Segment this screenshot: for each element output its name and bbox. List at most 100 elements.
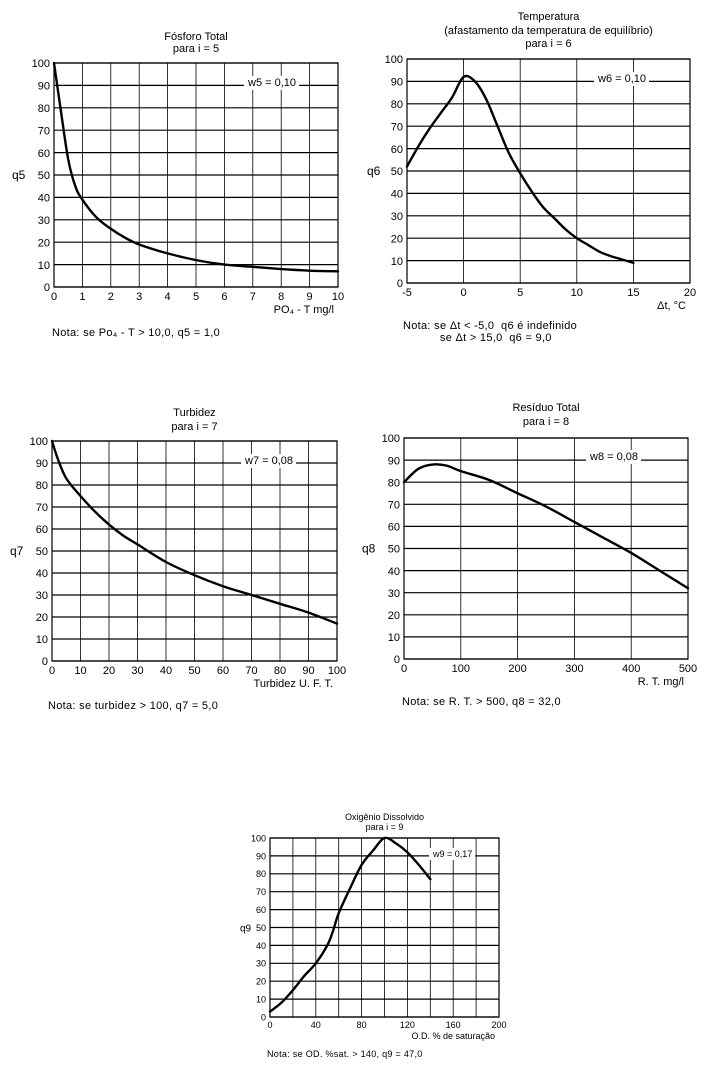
residuo-x-tick-label: 100	[452, 663, 470, 675]
turbidez-curve	[50, 439, 339, 625]
residuo-y-axis-label: q8	[362, 542, 376, 556]
fosforo-y-tick-label: 80	[38, 103, 50, 115]
fosforo-y-tick-label: 10	[38, 260, 50, 272]
residuo-y-tick-label: 0	[394, 654, 400, 666]
temperatura-x-tick-label: -5	[402, 287, 412, 299]
note-temperatura: Nota: se Δt < -5,0 q6 é indefinido se Δt…	[403, 320, 578, 344]
residuo-weight-label: w8 = 0,08	[589, 451, 638, 463]
oxigenio-x-tick-label: 40	[311, 1020, 321, 1030]
residuo-y-tick-label: 70	[388, 499, 400, 511]
oxigenio-y-tick-label: 40	[256, 941, 266, 951]
turbidez-plot-frame	[51, 440, 338, 662]
fosforo-x-tick-label: 9	[307, 291, 313, 303]
turbidez-x-tick-label: 80	[274, 665, 286, 677]
temperatura-y-axis-label: q6	[367, 164, 381, 178]
turbidez-y-tick-label: 80	[36, 480, 48, 492]
note-turbidez: Nota: se turbidez > 100, q7 = 5,0	[48, 700, 219, 712]
fosforo-x-tick-label: 7	[250, 291, 256, 303]
turbidez-y-tick-label: 90	[36, 458, 48, 470]
oxigenio-title: Oxigênio Dissolvido	[345, 812, 424, 822]
turbidez-x-tick-label: 10	[74, 665, 86, 677]
turbidez-y-tick-label: 50	[36, 546, 48, 558]
fosforo-y-tick-label: 90	[38, 81, 50, 93]
residuo-y-tick-label: 60	[388, 522, 400, 534]
temperatura-y-tick-label: 80	[391, 99, 403, 111]
fosforo-y-tick-label: 60	[38, 148, 50, 160]
oxigenio-x-tick-label: 200	[491, 1020, 506, 1030]
temperatura-y-tick-label: 40	[391, 189, 403, 201]
temperatura-y-tick-label: 100	[385, 54, 403, 66]
fosforo-y-tick-label: 50	[38, 170, 50, 182]
oxigenio-y-axis-label: q9	[240, 924, 252, 935]
oxigenio-weight-label: w9 = 0,17	[432, 849, 472, 859]
residuo-curve	[402, 463, 690, 590]
residuo-subtitle: para i = 8	[523, 416, 569, 428]
turbidez-x-tick-label: 70	[245, 665, 257, 677]
turbidez-x-tick-label: 90	[302, 665, 314, 677]
residuo-y-tick-label: 80	[388, 477, 400, 489]
fosforo-y-tick-label: 30	[38, 215, 50, 227]
residuo-x-axis-label: R. T. mg/l	[638, 676, 684, 688]
fosforo-curve	[52, 61, 340, 273]
fosforo-plot-frame	[53, 62, 339, 288]
oxigenio-y-tick-label: 70	[256, 887, 266, 897]
note-oxigenio: Nota: se OD. %sat. > 140, q9 = 47,0	[267, 1049, 423, 1059]
oxigenio-y-tick-label: 60	[256, 905, 266, 915]
residuo-y-tick-label: 40	[388, 566, 400, 578]
fosforo-x-axis-label: PO₄ - T mg/l	[274, 304, 334, 316]
residuo-weight-label-bg	[586, 450, 642, 464]
temperatura-x-tick-label: 20	[684, 287, 696, 299]
oxigenio-x-tick-label: 80	[357, 1020, 367, 1030]
fosforo-y-tick-label: 40	[38, 193, 50, 205]
residuo-y-tick-label: 10	[388, 632, 400, 644]
oxigenio-y-tick-label: 10	[256, 995, 266, 1005]
turbidez-y-tick-label: 70	[36, 502, 48, 514]
temperatura-y-tick-label: 10	[391, 256, 403, 268]
oxigenio-curve	[268, 836, 432, 1013]
turbidez-x-tick-label: 100	[328, 665, 346, 677]
residuo-x-tick-label: 400	[622, 663, 640, 675]
temperatura-title: Temperatura	[518, 11, 581, 23]
temperatura-y-tick-label: 50	[391, 166, 403, 178]
turbidez-weight-label-bg	[241, 454, 297, 468]
oxigenio-y-tick-label: 20	[256, 977, 266, 987]
turbidez-y-tick-label: 20	[36, 612, 48, 624]
oxigenio-y-tick-label: 0	[261, 1012, 266, 1022]
turbidez-y-tick-label: 40	[36, 568, 48, 580]
fosforo-weight-label: w5 = 0,10	[247, 77, 296, 89]
temperatura-x-tick-label: 0	[461, 287, 467, 299]
residuo-y-tick-label: 30	[388, 588, 400, 600]
fosforo-y-tick-label: 70	[38, 125, 50, 137]
oxigenio-x-tick-label: 160	[446, 1020, 461, 1030]
turbidez-x-tick-label: 0	[49, 665, 55, 677]
temperatura-y-tick-label: 30	[391, 211, 403, 223]
fosforo-x-tick-label: 1	[79, 291, 85, 303]
residuo-y-tick-label: 50	[388, 544, 400, 556]
temperatura-y-tick-label: 70	[391, 121, 403, 133]
fosforo-weight-label-bg	[244, 76, 300, 90]
note-fosforo: Nota: se Po₄ - T > 10,0, q5 = 1,0	[52, 327, 221, 339]
temperatura-subtitle: (afastamento da temperatura de equilíbri…	[444, 25, 653, 37]
temperatura-y-tick-label: 20	[391, 233, 403, 245]
oxigenio-y-tick-label: 90	[256, 851, 266, 861]
temperatura-x-tick-label: 10	[571, 287, 583, 299]
temperatura-subtitle2: para i = 6	[525, 38, 571, 50]
temperatura-curve	[405, 74, 635, 265]
temperatura-y-tick-label: 0	[397, 278, 403, 290]
fosforo-x-tick-label: 10	[332, 291, 344, 303]
residuo-plot-frame	[403, 437, 689, 660]
residuo-title: Resíduo Total	[512, 402, 579, 414]
oxigenio-subtitle: para i = 9	[366, 822, 404, 832]
fosforo-x-tick-label: 2	[108, 291, 114, 303]
fosforo-x-tick-label: 0	[51, 291, 57, 303]
turbidez-y-tick-label: 10	[36, 634, 48, 646]
temperatura-weight-label: w6 = 0,10	[597, 73, 646, 85]
oxigenio-x-axis-label: O.D. % de saturação	[411, 1031, 495, 1041]
residuo-y-tick-label: 100	[382, 433, 400, 445]
turbidez-y-tick-label: 60	[36, 524, 48, 536]
turbidez-x-tick-label: 60	[217, 665, 229, 677]
turbidez-x-tick-label: 20	[103, 665, 115, 677]
temperatura-x-tick-label: 15	[627, 287, 639, 299]
oxigenio-y-tick-label: 30	[256, 959, 266, 969]
turbidez-y-tick-label: 100	[30, 436, 48, 448]
